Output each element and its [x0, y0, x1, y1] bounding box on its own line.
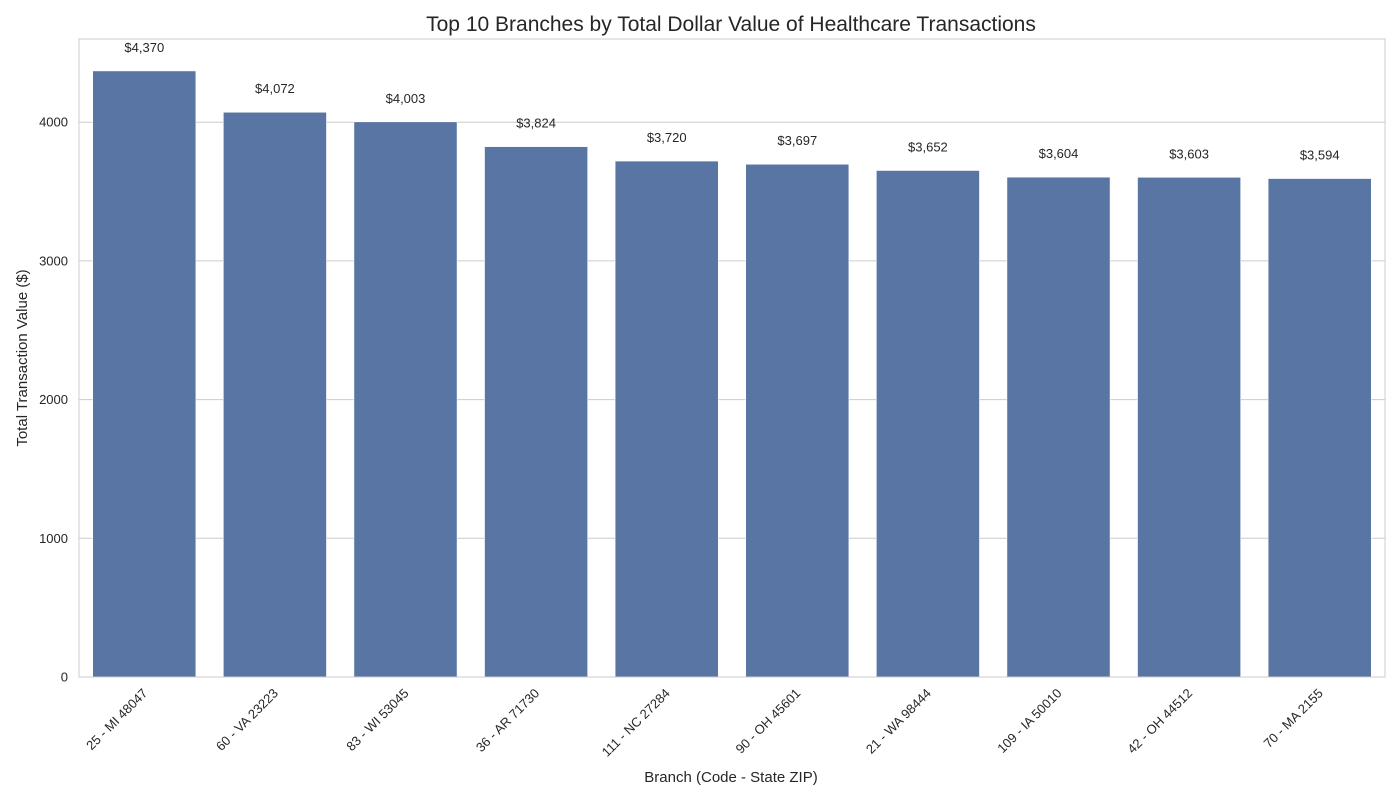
x-tick-label: 21 - WA 98444 [863, 686, 934, 757]
y-tick-label: 2000 [39, 392, 68, 407]
x-tick-label: 111 - NC 27284 [599, 686, 673, 760]
x-tick-label: 36 - AR 71730 [473, 686, 542, 755]
y-tick-label: 4000 [39, 115, 68, 130]
x-tick-label: 70 - MA 2155 [1261, 686, 1326, 751]
bar [353, 121, 458, 678]
chart-title: Top 10 Branches by Total Dollar Value of… [426, 13, 1036, 36]
x-tick-label: 60 - VA 23223 [213, 686, 281, 754]
bar [745, 163, 850, 678]
x-tick-label: 42 - OH 44512 [1124, 686, 1195, 757]
data-label: $3,652 [908, 139, 948, 154]
data-label: $4,072 [255, 81, 295, 96]
x-axis-ticks: 25 - MI 48047 60 - VA 23223 83 - WI 53045 3… [83, 686, 1326, 760]
bar [1137, 176, 1241, 678]
y-tick-label: 3000 [39, 253, 68, 268]
plot-frame [78, 38, 1386, 678]
bar [92, 70, 197, 678]
x-tick-label: 83 - WI 53045 [343, 686, 411, 754]
bar [484, 146, 588, 678]
y-tick-label: 1000 [39, 531, 68, 546]
bar [876, 170, 980, 678]
x-tick-label: 109 - IA 50010 [994, 686, 1064, 756]
y-tick-label: 0 [61, 670, 68, 685]
y-axis-label: Total Transaction Value ($) [14, 269, 31, 446]
data-label: $3,594 [1300, 148, 1340, 163]
data-label: $3,604 [1039, 146, 1079, 161]
data-label: $3,720 [647, 130, 687, 145]
bar [1267, 178, 1372, 678]
data-label: $3,603 [1169, 146, 1209, 161]
x-tick-label: 90 - OH 45601 [733, 686, 804, 757]
data-labels: $4,370 $4,072 $4,003 $3,824 $3,720 $3,697 $3,6… [124, 40, 1339, 163]
data-label: $4,370 [124, 40, 164, 55]
bar [223, 111, 327, 678]
x-axis-label: Branch (Code - State ZIP) [644, 769, 817, 786]
x-tick-label: 25 - MI 48047 [83, 686, 150, 753]
bar [614, 160, 719, 678]
y-axis-ticks: 0 1000 2000 3000 4000 [39, 115, 68, 685]
bars [92, 70, 1372, 678]
data-label: $3,697 [777, 133, 817, 148]
bar [1006, 176, 1111, 678]
data-label: $3,824 [516, 116, 556, 131]
data-label: $4,003 [386, 91, 426, 106]
